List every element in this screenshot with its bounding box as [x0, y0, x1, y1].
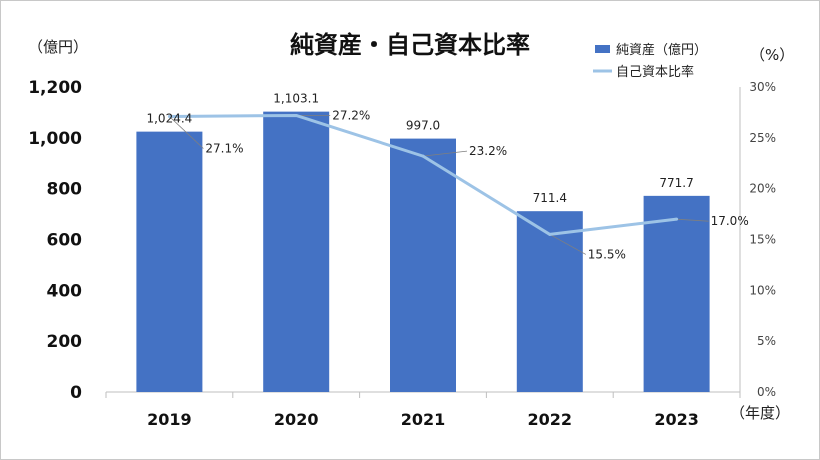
- equity-ratio-point-2020: [294, 113, 298, 117]
- y-right-tick-label: 20%: [749, 182, 776, 196]
- rate-label-leader: [676, 218, 709, 222]
- x-tick-label: 2023: [654, 410, 699, 429]
- x-tick-label: 2021: [401, 410, 446, 429]
- rate-value-label: 17.0%: [711, 214, 749, 228]
- x-unit: （年度）: [730, 404, 790, 422]
- legend: 純資産（億円） 自己資本比率: [593, 42, 707, 80]
- y-left-tick-label: 200: [47, 332, 83, 352]
- x-tick-label: 2020: [274, 410, 319, 429]
- legend-swatch-net-assets: [595, 45, 610, 53]
- rate-value-label: 23.2%: [469, 144, 507, 158]
- y-right-tick-label: 10%: [749, 283, 776, 297]
- bars: [136, 111, 710, 393]
- tick-labels: 0 200 400 600 800 1,000 1,200 0% 5% 10% 15% 20% 25% 3…: [28, 78, 776, 429]
- line-series: [167, 113, 679, 236]
- rate-label-leader: [422, 150, 468, 157]
- bar-2022: [516, 211, 583, 392]
- legend-label-equity-ratio: 自己資本比率: [616, 64, 694, 80]
- y-right-tick-label: 25%: [749, 131, 776, 145]
- y-left-tick-label: 1,000: [28, 129, 82, 149]
- equity-ratio-point-2021: [421, 154, 425, 158]
- rate-value-label: 27.2%: [332, 108, 370, 122]
- equity-ratio-point-2023: [675, 217, 679, 221]
- chart-title: 純資産・自己資本比率: [290, 31, 530, 59]
- x-tick-label: 2019: [147, 410, 192, 429]
- bar-value-label: 711.4: [533, 191, 567, 205]
- y-left-tick-label: 600: [47, 231, 83, 251]
- bar-2021: [390, 138, 456, 392]
- data-labels: 1,024.4 1,103.1 997.0 711.4 771.7 27.1% 27.2% 2…: [146, 92, 748, 262]
- legend-label-net-assets: 純資産（億円）: [616, 42, 707, 58]
- equity-ratio-point-2022: [548, 232, 552, 236]
- y-left-tick-label: 1,200: [28, 78, 82, 98]
- y-left-unit: （億円）: [28, 38, 88, 56]
- y-left-tick-label: 400: [47, 281, 83, 301]
- equity-ratio-point-2019: [167, 114, 171, 118]
- y-left-tick-label: 800: [47, 180, 83, 200]
- y-right-tick-label: 0%: [757, 385, 776, 399]
- bar-value-label: 1,103.1: [273, 92, 319, 106]
- label-leaders: [169, 115, 709, 255]
- bar-2023: [643, 195, 710, 392]
- y-right-unit: （%）: [750, 46, 794, 64]
- y-right-tick-label: 30%: [749, 80, 776, 94]
- bar-value-label: 997.0: [406, 119, 440, 133]
- y-left-tick-label: 0: [70, 383, 82, 403]
- bar-2019: [136, 131, 203, 393]
- rate-value-label: 15.5%: [588, 247, 626, 261]
- x-tick-label: 2022: [528, 410, 573, 429]
- rate-label-leader: [549, 234, 586, 255]
- y-right-tick-label: 15%: [749, 233, 776, 247]
- rate-label-leader: [169, 116, 204, 149]
- bar-value-label: 771.7: [659, 176, 693, 190]
- rate-value-label: 27.1%: [205, 141, 243, 155]
- bar-value-label: 1,024.4: [146, 112, 192, 126]
- y-right-tick-label: 5%: [757, 334, 776, 348]
- bar-2020: [263, 111, 330, 392]
